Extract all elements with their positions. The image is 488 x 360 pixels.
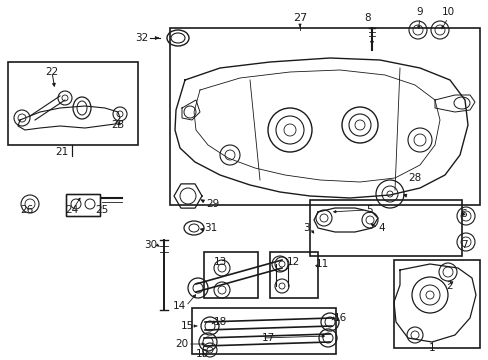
Text: 12: 12 xyxy=(286,257,299,267)
Text: 31: 31 xyxy=(203,223,217,233)
Text: 7: 7 xyxy=(460,240,467,250)
Bar xyxy=(309,200,461,256)
Text: 6: 6 xyxy=(460,209,467,219)
Text: 10: 10 xyxy=(441,7,454,17)
Text: 24: 24 xyxy=(65,205,79,215)
Text: 16: 16 xyxy=(333,313,346,323)
Bar xyxy=(66,194,100,216)
Bar xyxy=(170,28,479,205)
Text: 20: 20 xyxy=(175,339,187,349)
Text: 11: 11 xyxy=(315,259,328,269)
Bar xyxy=(192,308,335,354)
Text: 23: 23 xyxy=(111,120,124,130)
Text: 3: 3 xyxy=(303,223,309,233)
Text: 22: 22 xyxy=(45,67,59,77)
Text: 26: 26 xyxy=(20,205,34,215)
Text: 4: 4 xyxy=(377,223,384,233)
Text: 1: 1 xyxy=(428,343,434,353)
Text: 32: 32 xyxy=(135,33,148,43)
Text: 14: 14 xyxy=(172,301,185,311)
Text: 9: 9 xyxy=(416,7,423,17)
Text: 17: 17 xyxy=(262,333,275,343)
Text: 19: 19 xyxy=(195,349,208,359)
Text: 13: 13 xyxy=(213,257,226,267)
Bar xyxy=(8,62,138,145)
Text: 29: 29 xyxy=(205,199,219,209)
Text: 21: 21 xyxy=(55,147,68,157)
Bar xyxy=(393,260,479,348)
Text: 27: 27 xyxy=(292,13,306,23)
Text: 28: 28 xyxy=(407,173,420,183)
Text: 25: 25 xyxy=(95,205,108,215)
Bar xyxy=(203,252,258,298)
Text: 5: 5 xyxy=(365,205,372,215)
Text: 8: 8 xyxy=(364,13,370,23)
Text: 2: 2 xyxy=(445,281,452,291)
Text: 18: 18 xyxy=(214,317,227,327)
Text: 15: 15 xyxy=(181,321,194,331)
Bar xyxy=(269,252,317,298)
Bar xyxy=(66,194,100,216)
Text: 30: 30 xyxy=(143,240,157,250)
